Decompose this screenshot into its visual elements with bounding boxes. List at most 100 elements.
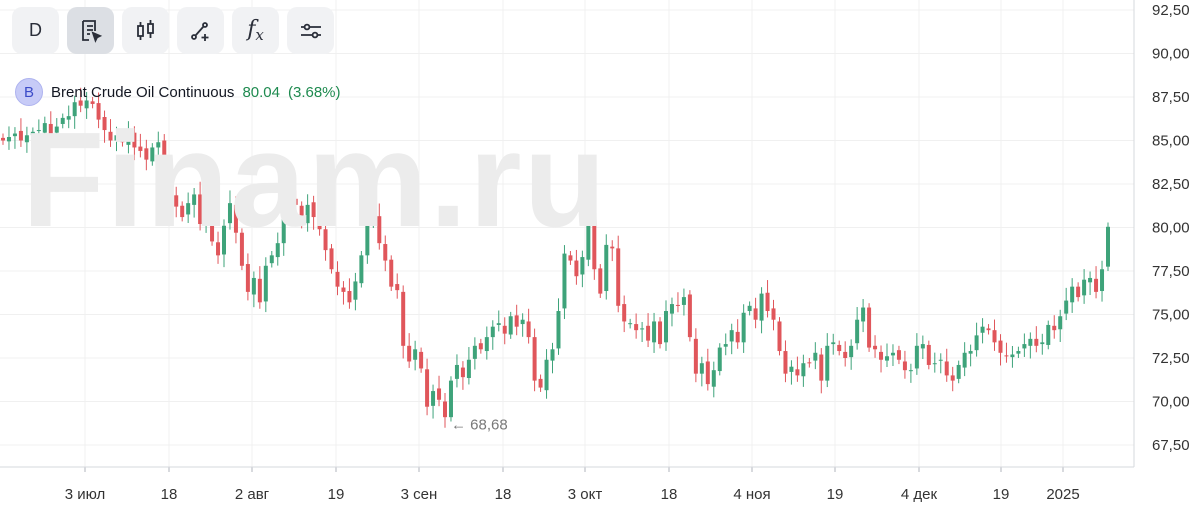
candle	[622, 295, 627, 333]
candle-body	[1028, 338, 1033, 346]
candle-body	[1, 137, 5, 141]
interval-button[interactable]: D	[12, 7, 59, 54]
candle-body	[454, 364, 459, 379]
candle	[18, 118, 23, 147]
candle-body	[419, 351, 424, 369]
candle	[837, 340, 842, 356]
x-tick-label: 19	[328, 486, 345, 503]
candle	[293, 190, 298, 216]
candle-body	[6, 137, 11, 142]
indicators-button[interactable]: fx	[232, 7, 279, 54]
x-tick-label: 18	[161, 486, 178, 503]
candle-body	[998, 340, 1003, 353]
candle	[114, 126, 119, 152]
y-tick-label: 75,00	[1152, 307, 1190, 324]
candle	[365, 206, 370, 264]
candle	[765, 280, 770, 318]
candle-body	[1076, 286, 1081, 298]
candle-body	[395, 284, 400, 291]
candle	[980, 318, 985, 344]
candle	[335, 261, 340, 296]
candle	[926, 340, 931, 370]
candle	[867, 303, 872, 352]
y-tick-label: 70,00	[1152, 394, 1190, 411]
candle	[54, 118, 59, 144]
candle-body	[108, 131, 113, 141]
candle	[550, 342, 555, 374]
candle	[658, 317, 663, 349]
chart-type-button[interactable]	[67, 7, 114, 54]
candle-body	[102, 117, 107, 131]
function-icon: fx	[247, 17, 264, 44]
y-tick-label: 80,00	[1152, 220, 1190, 237]
candle	[359, 250, 364, 288]
candle-body	[150, 147, 155, 162]
candle-body	[353, 281, 358, 300]
candles-button[interactable]	[122, 7, 169, 54]
candle-body	[885, 356, 889, 361]
candle-body	[1070, 286, 1075, 303]
candle-body	[275, 243, 280, 258]
candle	[419, 347, 424, 373]
candle	[478, 338, 483, 354]
candle	[395, 273, 400, 299]
candle-body	[628, 323, 633, 325]
candle-body	[920, 344, 925, 349]
candle	[950, 366, 955, 392]
candle	[138, 133, 143, 158]
candle	[723, 333, 728, 356]
candle-body	[520, 319, 525, 325]
candle	[281, 212, 286, 256]
candle	[1052, 315, 1057, 339]
candle-body	[610, 246, 615, 249]
candle-body	[831, 342, 836, 345]
candle	[753, 297, 758, 329]
candle	[592, 198, 597, 280]
candle	[466, 347, 471, 385]
candle	[1022, 333, 1027, 357]
candle-body	[801, 363, 806, 377]
candle	[1010, 345, 1015, 368]
candle	[526, 308, 531, 344]
candle	[634, 313, 639, 339]
candle	[968, 344, 973, 367]
candle	[90, 97, 95, 109]
candle-body	[96, 103, 101, 120]
symbol-name[interactable]: Brent Crude Oil Continuous	[51, 83, 235, 101]
toolbar: D fx	[12, 7, 334, 54]
candle-body	[956, 364, 961, 379]
candle	[329, 244, 334, 274]
candle-body	[992, 330, 997, 343]
candle-body	[210, 209, 215, 242]
candle	[1064, 287, 1069, 321]
candle-body	[293, 198, 298, 205]
candle	[890, 344, 895, 367]
candle	[1076, 282, 1081, 302]
y-tick-label: 85,00	[1152, 133, 1190, 150]
candle-body	[974, 335, 979, 351]
candle-body	[986, 328, 991, 331]
candle-body	[36, 130, 41, 132]
drawing-button[interactable]	[177, 7, 224, 54]
candle	[383, 235, 388, 272]
settings-button[interactable]	[287, 7, 334, 54]
candle-body	[24, 135, 29, 143]
candle	[747, 301, 752, 316]
candle	[233, 196, 238, 244]
y-tick-label: 67,50	[1152, 437, 1190, 454]
symbol-avatar[interactable]: B	[15, 78, 43, 106]
candle	[789, 360, 794, 385]
candle-body	[263, 265, 268, 302]
candle-body	[580, 257, 585, 275]
candle-body	[443, 401, 447, 418]
candle	[216, 231, 221, 264]
candle-body	[251, 277, 256, 295]
candle-body	[896, 350, 901, 360]
candle-body	[813, 352, 818, 361]
candle-body	[365, 217, 370, 256]
candle-body	[765, 292, 770, 312]
candle-body	[652, 321, 657, 343]
candle-body	[556, 311, 561, 349]
candle	[1082, 269, 1087, 304]
